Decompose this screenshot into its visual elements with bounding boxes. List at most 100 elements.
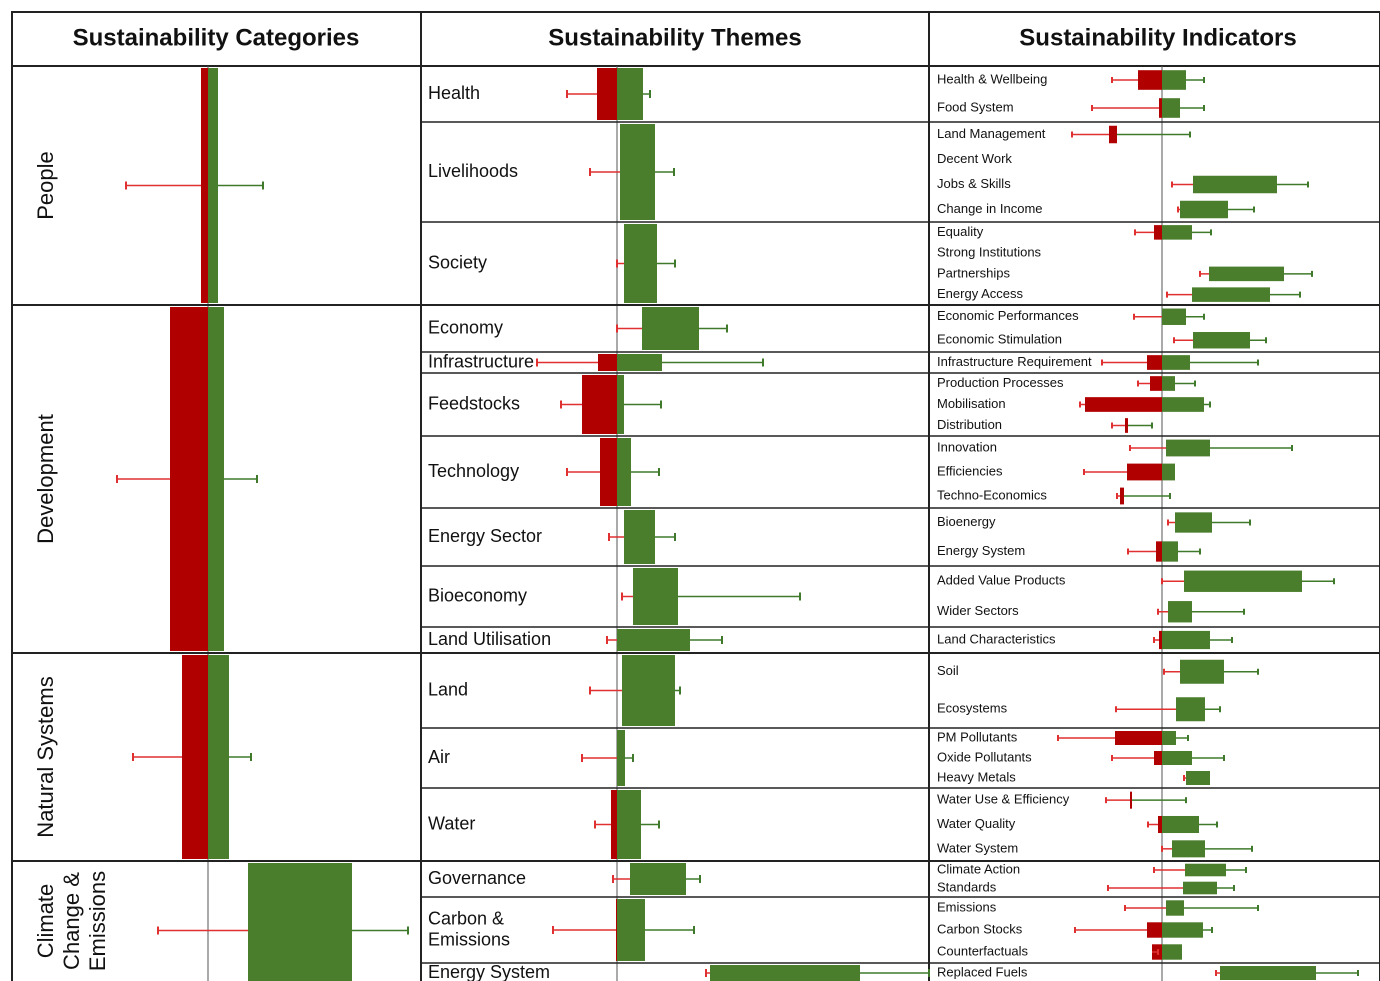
indicator-label: Decent Work bbox=[937, 151, 1012, 166]
indicator-label: Replaced Fuels bbox=[937, 964, 1028, 979]
green-bar bbox=[1162, 98, 1180, 118]
green-bar bbox=[208, 307, 224, 651]
indicator-label: Oxide Pollutants bbox=[937, 749, 1032, 764]
red-bar bbox=[1138, 70, 1162, 90]
red-bar bbox=[1115, 731, 1162, 745]
indicator-label: Innovation bbox=[937, 439, 997, 454]
indicator-label: Water Quality bbox=[937, 816, 1016, 831]
green-bar bbox=[642, 307, 699, 350]
theme-label: Health bbox=[428, 83, 480, 103]
green-bar bbox=[208, 68, 218, 303]
red-bar bbox=[1120, 487, 1124, 505]
indicator-label: Land Management bbox=[937, 126, 1046, 141]
green-bar bbox=[1162, 922, 1203, 938]
theme-label: Water bbox=[428, 813, 475, 833]
red-bar bbox=[1109, 125, 1117, 144]
green-bar bbox=[710, 965, 860, 981]
indicator-label: Jobs & Skills bbox=[937, 176, 1011, 191]
green-bar bbox=[1162, 815, 1199, 834]
green-bar bbox=[1175, 512, 1212, 533]
category-label: Emissions bbox=[85, 871, 110, 971]
column-header: Sustainability Categories bbox=[73, 24, 360, 51]
red-bar bbox=[170, 307, 208, 651]
indicator-label: Economic Stimulation bbox=[937, 332, 1062, 347]
green-bar bbox=[617, 438, 631, 506]
green-bar bbox=[620, 124, 655, 220]
green-bar bbox=[1193, 175, 1277, 194]
indicator-label: Energy System bbox=[937, 543, 1025, 558]
red-bar bbox=[1154, 225, 1162, 240]
table-border bbox=[11, 11, 1380, 981]
green-bar bbox=[622, 655, 675, 726]
green-bar bbox=[1162, 376, 1175, 391]
indicator-label: Carbon Stocks bbox=[937, 921, 1023, 936]
indicator-label: Land Characteristics bbox=[937, 631, 1056, 646]
column-header: Sustainability Themes bbox=[548, 24, 801, 51]
red-bar bbox=[1127, 463, 1162, 481]
green-bar bbox=[633, 568, 678, 625]
green-bar bbox=[1220, 966, 1316, 980]
red-bar bbox=[616, 899, 617, 961]
green-bar bbox=[1185, 863, 1226, 877]
column-header: Sustainability Indicators bbox=[1019, 24, 1296, 51]
indicator-label: Water System bbox=[937, 840, 1018, 855]
indicator-label: Efficiencies bbox=[937, 463, 1003, 478]
indicator-label: Wider Sectors bbox=[937, 603, 1019, 618]
green-bar bbox=[617, 354, 662, 371]
indicator-label: Counterfactuals bbox=[937, 943, 1029, 958]
theme-label: Carbon & bbox=[428, 908, 504, 928]
green-bar bbox=[1162, 225, 1192, 240]
category-label: Change & bbox=[59, 872, 84, 970]
indicator-label: Economic Performances bbox=[937, 308, 1079, 323]
category-label: Natural Systems bbox=[33, 676, 58, 837]
red-bar bbox=[600, 438, 617, 506]
red-bar bbox=[1159, 98, 1162, 118]
green-bar bbox=[1184, 570, 1302, 592]
red-bar bbox=[1158, 815, 1162, 834]
theme-label: Infrastructure bbox=[428, 351, 534, 371]
indicator-label: Energy Access bbox=[937, 286, 1023, 301]
indicator-label: Ecosystems bbox=[937, 701, 1008, 716]
green-bar bbox=[617, 790, 641, 859]
green-bar bbox=[1180, 200, 1228, 219]
indicator-label: Equality bbox=[937, 224, 984, 239]
red-bar bbox=[1147, 355, 1162, 370]
indicator-label: Change in Income bbox=[937, 201, 1043, 216]
green-bar bbox=[1168, 601, 1192, 623]
red-bar bbox=[582, 375, 617, 434]
category-label: Climate bbox=[33, 884, 58, 959]
green-bar bbox=[617, 68, 643, 120]
green-bar bbox=[624, 224, 657, 303]
indicator-label: PM Pollutants bbox=[937, 729, 1018, 744]
indicator-label: Added Value Products bbox=[937, 573, 1066, 588]
green-bar bbox=[630, 863, 686, 895]
red-bar bbox=[1085, 397, 1162, 412]
indicator-label: Soil bbox=[937, 663, 959, 678]
theme-label: Economy bbox=[428, 317, 503, 337]
red-bar bbox=[1130, 791, 1132, 809]
red-bar bbox=[182, 655, 208, 859]
indicator-label: Health & Wellbeing bbox=[937, 71, 1047, 86]
theme-label: Governance bbox=[428, 868, 526, 888]
theme-label: Air bbox=[428, 747, 450, 767]
indicator-label: Partnerships bbox=[937, 265, 1010, 280]
green-bar bbox=[1166, 439, 1210, 457]
green-bar bbox=[1172, 840, 1205, 858]
green-bar bbox=[1162, 630, 1210, 650]
red-bar bbox=[1159, 630, 1162, 650]
green-bar bbox=[248, 863, 352, 981]
red-bar bbox=[201, 68, 208, 303]
green-bar bbox=[617, 899, 645, 961]
red-bar bbox=[597, 68, 617, 120]
theme-label: Land bbox=[428, 679, 468, 699]
green-bar bbox=[1162, 541, 1178, 562]
green-bar bbox=[1176, 697, 1205, 722]
theme-label: Land Utilisation bbox=[428, 629, 551, 649]
indicator-label: Bioenergy bbox=[937, 514, 996, 529]
theme-label: Society bbox=[428, 252, 487, 272]
green-bar bbox=[1186, 771, 1210, 785]
red-bar bbox=[1156, 541, 1162, 562]
indicator-label: Distribution bbox=[937, 417, 1002, 432]
green-bar bbox=[617, 375, 624, 434]
